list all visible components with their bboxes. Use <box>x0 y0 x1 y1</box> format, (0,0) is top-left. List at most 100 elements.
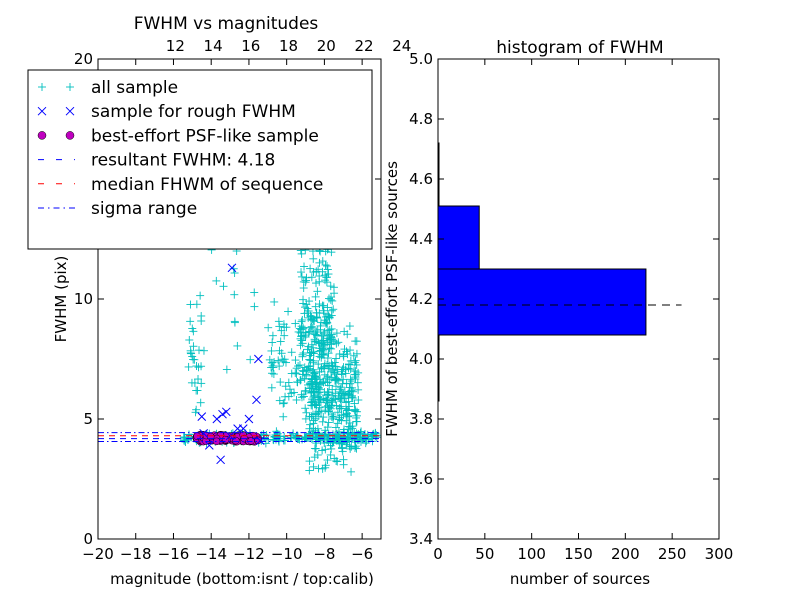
all-sample-point <box>310 369 319 378</box>
all-sample-point <box>316 346 325 355</box>
y-tick-label: 10 <box>74 290 93 308</box>
all-sample-point <box>350 358 359 367</box>
all-sample-point <box>279 412 288 421</box>
x-tick-label: −10 <box>271 545 303 563</box>
all-sample-point <box>268 338 277 347</box>
rough-fwhm-point <box>252 395 261 405</box>
all-sample-point <box>350 370 359 379</box>
all-sample-point <box>285 385 294 394</box>
rough-fwhm-point <box>255 436 265 445</box>
all-sample-point <box>184 362 193 371</box>
all-sample-point <box>315 403 324 412</box>
all-sample-point <box>311 292 320 301</box>
top-tick-label: 18 <box>279 37 298 55</box>
all-sample-point <box>186 317 195 326</box>
top-tick-label: 16 <box>241 37 260 55</box>
all-sample-point <box>320 309 329 318</box>
all-sample-point <box>297 249 306 258</box>
all-sample-point <box>323 265 332 274</box>
top-tick-label: 20 <box>317 37 336 55</box>
all-sample-point <box>352 337 361 346</box>
all-sample-point <box>329 412 338 421</box>
x-tick-label: 300 <box>705 545 734 563</box>
all-sample-point <box>185 335 194 344</box>
all-sample-point <box>348 391 357 400</box>
x-tick-label: −8 <box>313 545 335 563</box>
all-sample-point <box>280 331 289 340</box>
all-sample-point <box>297 272 306 281</box>
all-sample-point <box>320 438 329 447</box>
all-sample-point <box>250 302 259 311</box>
all-sample-point <box>338 379 347 388</box>
all-sample-point <box>345 387 354 396</box>
all-sample-point <box>318 446 327 455</box>
all-sample-point <box>305 412 314 421</box>
legend-entry: resultant FWHM: 4.18 <box>38 151 275 171</box>
all-sample-point <box>339 455 348 464</box>
all-sample-point <box>319 301 328 310</box>
all-sample-point <box>230 290 239 299</box>
all-sample-point <box>334 427 343 436</box>
all-sample-point <box>197 379 206 388</box>
rough-fwhm-point <box>218 409 227 419</box>
all-sample-point <box>319 413 328 422</box>
all-sample-point <box>351 356 360 365</box>
all-sample-point <box>348 430 357 439</box>
top-tick-label: 24 <box>392 37 411 55</box>
all-sample-point <box>323 423 332 432</box>
all-sample-point <box>304 313 313 322</box>
all-sample-point <box>299 299 308 308</box>
rough-fwhm-point <box>204 441 214 450</box>
all-sample-point <box>340 345 349 354</box>
all-sample-point <box>329 305 338 314</box>
all-sample-point <box>313 433 322 442</box>
all-sample-point <box>297 317 306 326</box>
x-tick-label: −20 <box>82 545 114 563</box>
all-sample-point <box>311 426 320 435</box>
all-sample-point <box>309 254 318 263</box>
all-sample-point <box>314 392 323 401</box>
all-sample-point <box>305 466 314 475</box>
all-sample-point <box>343 350 352 359</box>
all-sample-point <box>314 464 323 473</box>
all-sample-point <box>268 361 277 370</box>
all-sample-point <box>299 323 308 332</box>
all-sample-point <box>189 327 198 336</box>
left-top-axis: 12 14 16 18 20 22 24 <box>166 37 411 55</box>
all-sample-point <box>326 295 335 304</box>
all-sample-point <box>296 329 305 338</box>
right-y-axis-label: FWHM of best-effort PSF-like sources <box>383 161 401 437</box>
all-sample-point <box>197 311 206 320</box>
x-tick-label: −14 <box>195 545 227 563</box>
left-plot-points <box>179 73 381 476</box>
all-sample-point <box>295 324 304 333</box>
all-sample-point <box>327 339 336 348</box>
all-sample-point <box>302 300 311 309</box>
all-sample-point <box>315 367 324 376</box>
all-sample-point <box>351 407 360 416</box>
all-sample-point <box>291 368 300 377</box>
all-sample-point <box>322 395 331 404</box>
all-sample-point <box>319 329 328 338</box>
all-sample-point <box>326 441 335 450</box>
all-sample-point <box>307 273 316 282</box>
right-x-axis-label: number of sources <box>510 570 650 588</box>
all-sample-point <box>345 411 354 420</box>
all-sample-point <box>312 279 321 288</box>
rough-fwhm-point <box>212 414 222 424</box>
best-effort-point <box>232 436 240 445</box>
all-sample-point <box>306 420 315 429</box>
legend-entry: sample for rough FWHM <box>37 102 296 122</box>
all-sample-point <box>267 363 276 372</box>
all-sample-point <box>313 451 322 460</box>
all-sample-point <box>279 399 288 408</box>
all-sample-point <box>294 327 303 336</box>
all-sample-point <box>184 430 193 439</box>
right-plot: histogram of FWHM 0 50 100 150 200 250 300 3.4… <box>383 38 733 588</box>
histogram-bar <box>437 268 647 336</box>
all-sample-point <box>187 378 196 387</box>
left-plot-title: FWHM vs magnitudes <box>134 14 319 34</box>
all-sample-point <box>340 433 349 442</box>
all-sample-point <box>321 461 330 470</box>
